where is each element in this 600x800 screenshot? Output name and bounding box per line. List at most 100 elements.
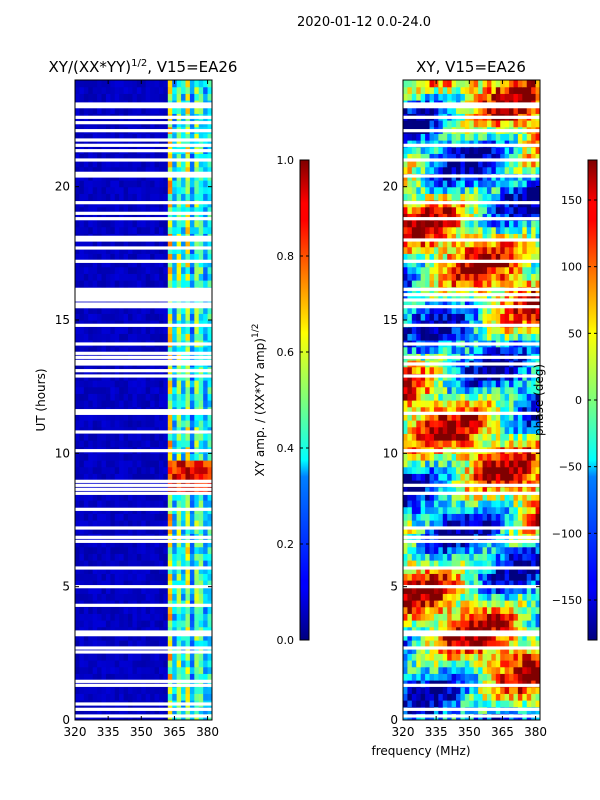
heatmap-cell [460,460,466,468]
heatmap-cell [163,153,169,161]
heatmap-cell [176,273,182,281]
heatmap-cell [97,593,103,601]
heatmap-cell [128,626,134,634]
heatmap-cell [158,306,164,314]
heatmap-cell [522,500,528,508]
heatmap-cell [79,420,85,428]
heatmap-cell [442,620,448,628]
heatmap-cell [469,313,475,321]
heatmap-cell [207,133,212,141]
heatmap-cell [535,433,540,441]
heatmap-cell [456,366,462,374]
heatmap-cell [425,493,431,501]
heatmap-cell [509,513,515,521]
heatmap-cell [105,160,111,168]
heatmap-cell [416,620,422,628]
heatmap-cell [438,693,444,701]
heatmap-cell [185,433,191,441]
heatmap-cell [136,166,142,174]
heatmap-cell [526,393,532,401]
heatmap-cell [141,253,147,261]
heatmap-cell [495,660,501,668]
heatmap-cell [482,380,488,388]
heatmap-cell [403,346,409,354]
heatmap-cell [158,500,164,508]
heatmap-cell [163,240,169,248]
heatmap-cell [403,573,409,581]
heatmap-cell [141,186,147,194]
heatmap-cell [88,80,94,88]
heatmap-cell [486,406,492,414]
heatmap-cell [119,593,125,601]
heatmap-cell [203,693,209,701]
heatmap-cell [185,613,191,621]
heatmap-cell [167,433,173,441]
heatmap-cell [101,213,107,221]
heatmap-cell [119,86,125,94]
heatmap-cell [176,266,182,274]
heatmap-cell [172,540,178,548]
heatmap-cell [176,560,182,568]
heatmap-cell [97,193,103,201]
heatmap-cell [482,393,488,401]
heatmap-cell [407,346,413,354]
heatmap-cell [194,220,200,228]
heatmap-cell [154,580,160,588]
heatmap-cell [101,80,107,88]
heatmap-cell [425,313,431,321]
heatmap-cell [158,106,164,114]
heatmap-cell [207,626,212,634]
heatmap-cell [172,553,178,561]
heatmap-cell [145,586,151,594]
heatmap-cell [500,573,506,581]
heatmap-cell [114,693,120,701]
heatmap-cell [495,666,501,674]
heatmap-cell [451,560,457,568]
heatmap-cell [114,386,120,394]
heatmap-cell [420,546,426,554]
heatmap-cell [105,140,111,148]
heatmap-cell [189,86,195,94]
heatmap-cell [411,693,417,701]
heatmap-cell [167,586,173,594]
heatmap-cell [79,273,85,281]
heatmap-cell [451,633,457,641]
heatmap-cell [172,386,178,394]
heatmap-cell [132,480,138,488]
heatmap-cell [403,473,409,481]
heatmap-cell [145,560,151,568]
heatmap-cell [198,213,204,221]
heatmap-cell [504,386,510,394]
heatmap-cell [119,133,125,141]
heatmap-cell [154,640,160,648]
heatmap-cell [531,440,537,448]
heatmap-cell [469,433,475,441]
heatmap-cell [79,180,85,188]
heatmap-cell [460,346,466,354]
heatmap-cell [119,206,125,214]
heatmap-cell [531,700,537,708]
heatmap-cell [438,420,444,428]
heatmap-cell [150,666,156,674]
heatmap-cell [119,620,125,628]
heatmap-cell [110,473,116,481]
heatmap-cell [185,646,191,654]
heatmap-cell [123,386,129,394]
heatmap-cell [442,326,448,334]
heatmap-cell [110,380,116,388]
heatmap-cell [136,140,142,148]
heatmap-cell [464,333,470,341]
heatmap-cell [83,346,89,354]
heatmap-cell [114,213,120,221]
heatmap-cell [495,380,501,388]
heatmap-cell [203,566,209,574]
heatmap-cell [442,680,448,688]
heatmap-cell [154,553,160,561]
heatmap-cell [189,273,195,281]
heatmap-cell [181,606,187,614]
heatmap-cell [207,586,212,594]
heatmap-cell [500,680,506,688]
heatmap-cell [500,600,506,608]
heatmap-cell [403,486,409,494]
heatmap-cell [189,153,195,161]
